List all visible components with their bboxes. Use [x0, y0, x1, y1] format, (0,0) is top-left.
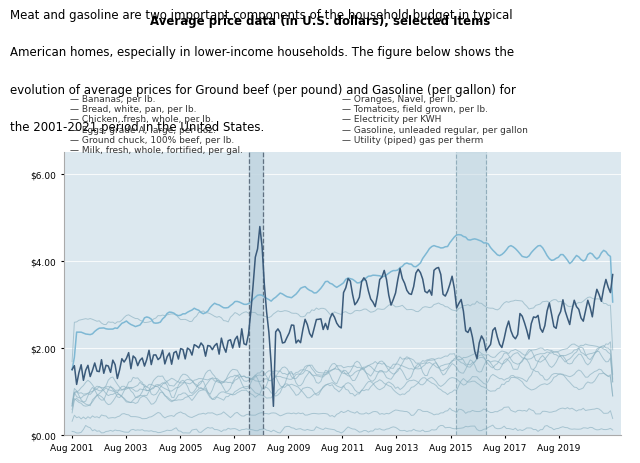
Text: — Milk, fresh, whole, fortified, per gal.: — Milk, fresh, whole, fortified, per gal…	[70, 145, 243, 155]
Text: — Electricity per KWH: — Electricity per KWH	[342, 115, 442, 124]
Text: the 2001-2021 period in the United States.: the 2001-2021 period in the United State…	[10, 121, 264, 134]
Text: — Bananas, per lb.: — Bananas, per lb.	[70, 95, 155, 104]
Text: — Utility (piped) gas per therm: — Utility (piped) gas per therm	[342, 135, 484, 144]
Text: Average price data (in U.S. dollars), selected Items: Average price data (in U.S. dollars), se…	[150, 15, 490, 28]
Text: American homes, especially in lower-income households. The figure below shows th: American homes, especially in lower-inco…	[10, 46, 514, 59]
Text: — Chicken, fresh, whole, per lb.: — Chicken, fresh, whole, per lb.	[70, 115, 213, 124]
Text: — Tomatoes, field grown, per lb.: — Tomatoes, field grown, per lb.	[342, 105, 488, 114]
Bar	[249, 153, 262, 435]
Text: Meat and gasoline are two important components of the household budget in typica: Meat and gasoline are two important comp…	[10, 9, 512, 22]
Text: — Oranges, Navel, per lb.: — Oranges, Navel, per lb.	[342, 95, 459, 104]
Text: — Gasoline, unleaded regular, per gallon: — Gasoline, unleaded regular, per gallon	[342, 125, 528, 134]
Text: — Bread, white, pan, per lb.: — Bread, white, pan, per lb.	[70, 105, 196, 114]
Text: evolution of average prices for Ground beef (per pound) and Gasoline (per gallon: evolution of average prices for Ground b…	[10, 83, 515, 97]
Bar	[456, 153, 486, 435]
Text: — Ground chuck, 100% beef, per lb.: — Ground chuck, 100% beef, per lb.	[70, 135, 234, 144]
Text: — Eggs, grade A, large, per doz.: — Eggs, grade A, large, per doz.	[70, 125, 216, 134]
